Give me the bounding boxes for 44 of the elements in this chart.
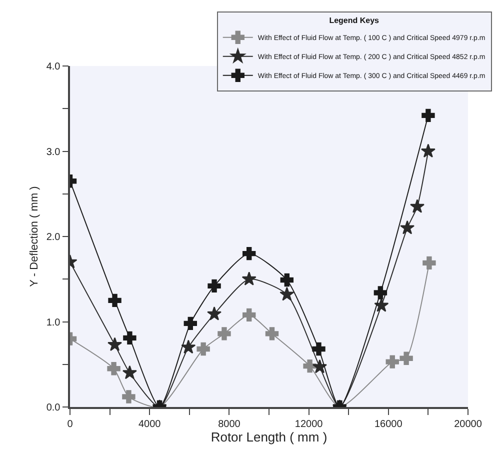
point — [207, 306, 222, 320]
y-tick-label: 1.0 — [46, 317, 61, 328]
legend-title: Legend Keys — [329, 16, 380, 25]
x-axis-title: Rotor Length ( mm ) — [210, 430, 328, 445]
point — [208, 279, 221, 293]
point — [386, 355, 399, 368]
y-tick-label: 4.0 — [46, 62, 61, 72]
point — [312, 342, 326, 356]
point — [122, 365, 137, 380]
point — [242, 272, 256, 286]
point — [242, 308, 256, 322]
point — [410, 199, 425, 213]
point — [122, 390, 136, 404]
point — [184, 316, 197, 330]
x-tick-label: 0 — [67, 418, 74, 430]
point — [181, 340, 196, 354]
point — [242, 246, 256, 260]
point — [400, 220, 415, 234]
point — [107, 362, 120, 376]
point — [280, 273, 294, 287]
point — [400, 352, 413, 366]
point — [374, 286, 388, 300]
point — [218, 327, 231, 340]
x-tick-label: 20000 — [454, 418, 482, 430]
x-tick-label: 8000 — [218, 418, 241, 430]
x-tick-label: 12000 — [294, 418, 324, 430]
point — [280, 286, 294, 301]
point — [374, 298, 389, 312]
point — [312, 359, 328, 374]
x-tick-label: 16000 — [374, 418, 403, 430]
y-tick-label: 3.0 — [46, 146, 61, 158]
point — [420, 144, 436, 158]
point — [196, 342, 210, 356]
point — [265, 327, 279, 340]
point — [108, 294, 122, 308]
x-tick-label: 4000 — [138, 418, 162, 430]
point — [422, 108, 435, 122]
point — [422, 256, 436, 270]
y-axis-title: Y - Deflection ( mm ) — [28, 186, 40, 287]
y-tick-label: 2.0 — [46, 232, 61, 243]
y-tick-label: 0.0 — [46, 402, 61, 414]
point — [108, 337, 122, 352]
point — [303, 359, 316, 373]
point — [123, 331, 136, 345]
